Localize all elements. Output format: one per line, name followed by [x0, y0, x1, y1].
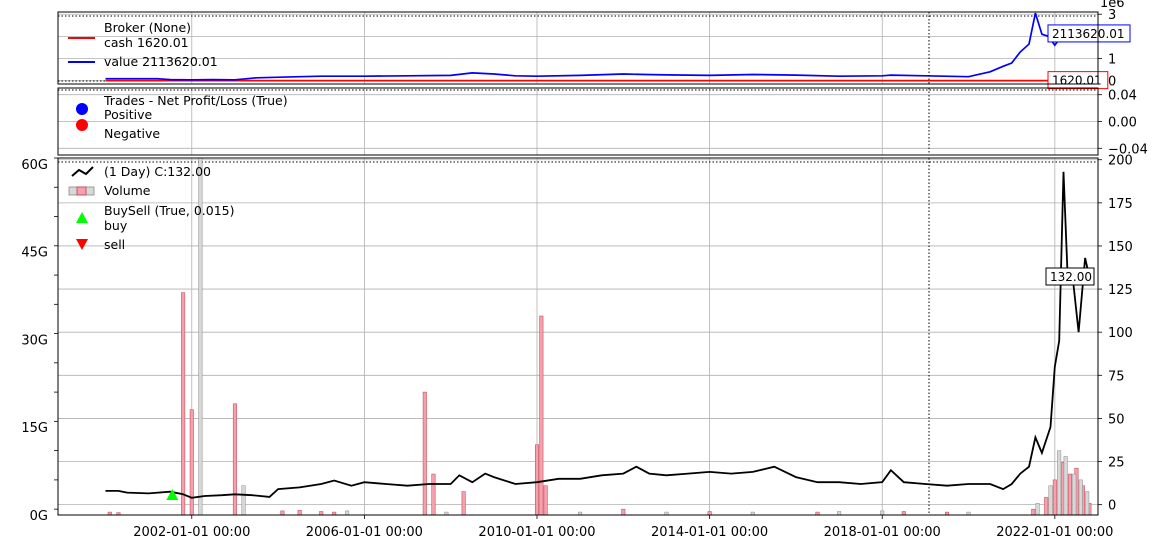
- volume-bar-down: [543, 485, 548, 516]
- x-tick-label: 2018-01-01 00:00: [824, 525, 941, 540]
- volume-bar-up: [241, 485, 246, 516]
- last-close-box: [1045, 267, 1095, 286]
- volume-bar-down: [621, 508, 626, 516]
- sell-legend-marker: [76, 239, 88, 250]
- trades-legend-title: Trades - Net Profit/Loss (True): [103, 93, 288, 108]
- broker-y-offset-label: 1e6: [1100, 0, 1125, 11]
- price-legend-entry: BuySell (True, 0.015): [104, 203, 234, 218]
- volume-bar-up: [1035, 503, 1040, 516]
- price-legend-entry: (1 Day) C:132.00: [104, 164, 211, 179]
- volume-y-tick-label: 30G: [21, 333, 48, 348]
- volume-y-tick-label: 60G: [21, 158, 48, 173]
- x-tick-label: 2022-01-01 00:00: [996, 525, 1113, 540]
- volume-bar-up: [1057, 450, 1062, 516]
- trades-legend-marker: [76, 119, 88, 131]
- buy-legend-marker: [76, 212, 88, 223]
- x-tick-label: 2014-01-01 00:00: [651, 525, 768, 540]
- volume-bar-down: [319, 511, 324, 516]
- volume-bar-down: [280, 510, 285, 516]
- price-legend-entry: buy: [104, 218, 128, 233]
- price-y-tick-label: 50: [1108, 412, 1125, 427]
- volume-bar-up: [1048, 485, 1053, 516]
- volume-bar-down: [431, 473, 436, 516]
- price-y-tick-label: 125: [1108, 283, 1133, 298]
- volume-bar-down: [181, 292, 186, 516]
- broker-legend-entry: value 2113620.01: [104, 54, 218, 69]
- trades-legend-entry: Negative: [104, 126, 160, 141]
- broker-legend-entry: cash 1620.01: [104, 35, 189, 50]
- volume-y-tick-label: 0G: [30, 509, 48, 524]
- last-close-label: 132.00: [1050, 270, 1092, 284]
- trades-y-tick-label: −0.04: [1108, 142, 1148, 157]
- trades-y-tick-label: 0.04: [1108, 89, 1137, 104]
- volume-bar-up: [1072, 473, 1077, 516]
- volume-bar-up: [880, 510, 885, 516]
- volume-bar-down: [232, 403, 237, 516]
- price-y-tick-label: 25: [1108, 456, 1125, 471]
- panel-frame-price: [57, 157, 1099, 516]
- trades-y-tick-label: 0.00: [1108, 116, 1137, 131]
- volume-y-tick-label: 45G: [21, 246, 48, 261]
- volume-bar-down: [707, 511, 712, 516]
- panel-frame-broker: [57, 11, 1099, 85]
- volume-bar-up: [1063, 456, 1068, 516]
- broker-y-tick-label: 0: [1108, 75, 1116, 90]
- volume-bar-down: [189, 409, 194, 516]
- price-legend-entry: Volume: [104, 183, 151, 198]
- buy-marker: [166, 489, 179, 501]
- volume-bar-up: [837, 511, 842, 516]
- broker-y-tick-label: 1: [1108, 53, 1116, 68]
- volume-bar-up: [1078, 479, 1083, 516]
- panel-frame-trades: [57, 87, 1099, 156]
- volume-bar-down: [1052, 479, 1057, 516]
- broker-y-tick-label: 3: [1108, 8, 1116, 23]
- x-tick-label: 2010-01-01 00:00: [478, 525, 595, 540]
- volume-bar-down: [461, 491, 466, 516]
- broker-last-value-label: 1620.01: [1052, 74, 1102, 88]
- broker-series-line-1: [105, 12, 1065, 81]
- broker-legend-title: Broker (None): [104, 20, 191, 35]
- volume-bar-down: [297, 510, 302, 516]
- price-y-tick-label: 75: [1108, 369, 1125, 384]
- price-legend-line-swatch: [71, 166, 94, 177]
- close-price-line: [105, 171, 1091, 499]
- price-y-tick-label: 150: [1108, 240, 1133, 255]
- volume-bar-down: [535, 444, 540, 516]
- price-y-tick-label: 100: [1108, 326, 1133, 341]
- trades-legend-entry: Positive: [104, 107, 152, 122]
- volume-bar-down: [901, 511, 906, 516]
- x-tick-label: 2006-01-01 00:00: [306, 525, 423, 540]
- price-legend-entry: sell: [104, 237, 125, 252]
- volume-bar-down: [422, 391, 427, 516]
- trades-legend-marker: [76, 103, 88, 115]
- broker-last-value-box: [1047, 24, 1131, 43]
- volume-bar-down: [1044, 497, 1049, 516]
- volume-legend-swatch-inner: [76, 186, 87, 196]
- broker-last-value-label: 2113620.01: [1052, 27, 1125, 41]
- price-y-tick-label: 200: [1108, 154, 1133, 169]
- volume-bar-up: [345, 510, 350, 516]
- volume-bar-down: [1031, 508, 1036, 516]
- x-tick-label: 2002-01-01 00:00: [133, 525, 250, 540]
- volume-bar-down: [539, 315, 544, 516]
- volume-bar-up: [1085, 491, 1090, 516]
- price-y-tick-label: 0: [1108, 499, 1116, 514]
- price-y-tick-label: 175: [1108, 197, 1133, 212]
- volume-y-tick-label: 15G: [21, 421, 48, 436]
- volume-bar-down: [1067, 473, 1072, 516]
